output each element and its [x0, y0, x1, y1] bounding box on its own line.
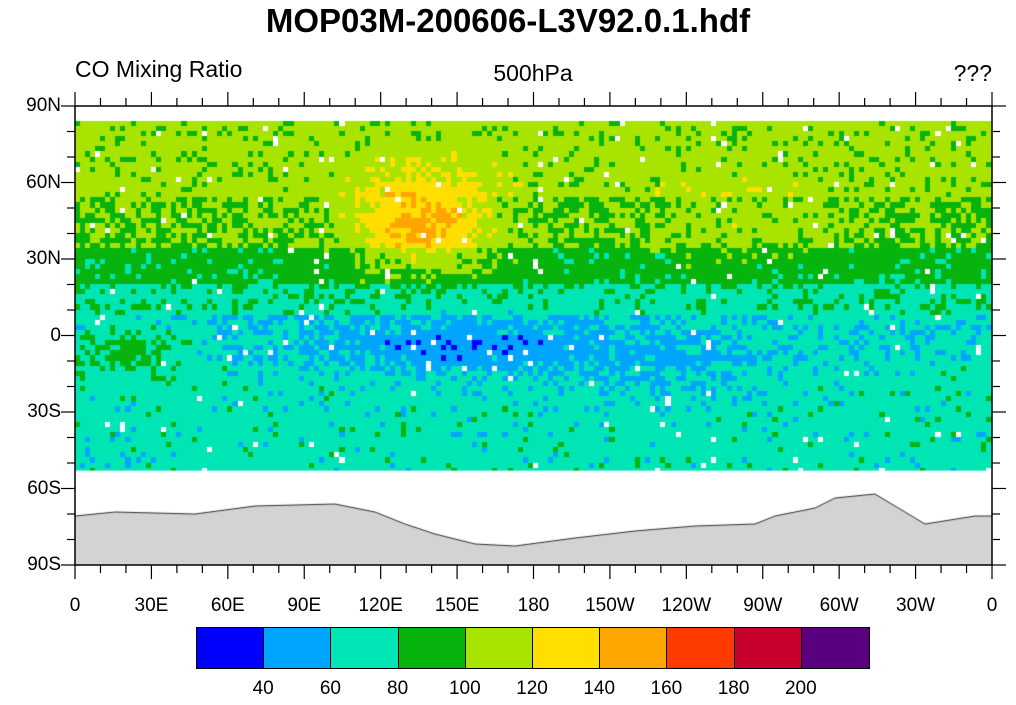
colorbar-swatch — [264, 628, 332, 668]
variable-label: CO Mixing Ratio — [75, 56, 243, 82]
plot-title: MOP03M-200606-L3V92.0.1.hdf — [265, 2, 751, 39]
lat-tick-label: 60N — [26, 171, 61, 193]
lon-tick-label: 30E — [134, 595, 169, 616]
lon-tick-label: 90E — [287, 595, 322, 616]
lat-tick-label: 30N — [26, 248, 61, 269]
colorbar-label: 180 — [717, 678, 750, 699]
lon-tick-label: 0 — [69, 595, 81, 616]
colorbar-label: 40 — [252, 678, 274, 699]
colorbar-label: 140 — [583, 678, 616, 699]
lat-tick-label: 90S — [27, 554, 61, 575]
lon-tick-label: 60E — [210, 595, 245, 616]
lat-tick-label: 30S — [27, 401, 61, 422]
lon-tick-label: 150E — [434, 595, 480, 616]
colorbar-swatch — [532, 628, 601, 668]
colorbar-swatch — [465, 628, 533, 668]
colorbar-label: 160 — [650, 678, 683, 699]
colorbar-label: 100 — [448, 678, 481, 699]
lat-tick-label: 0 — [50, 324, 61, 346]
lon-tick-label: 60W — [819, 595, 859, 616]
lat-tick-label: 90N — [26, 95, 61, 116]
colorbar-swatch — [600, 628, 668, 668]
colorbar-swatch — [398, 628, 466, 668]
lon-tick-label: 30W — [896, 595, 936, 616]
lat-tick-label: 60S — [27, 477, 61, 499]
colorbar-label: 80 — [387, 678, 409, 699]
colorbar — [196, 627, 870, 669]
colorbar-swatch — [331, 628, 399, 668]
lon-tick-label: 150W — [585, 595, 635, 616]
lon-tick-label: 90W — [743, 595, 783, 616]
lon-tick-label: 120E — [358, 595, 403, 616]
level-label: 500hPa — [493, 60, 573, 86]
co-mixing-ratio-map — [75, 106, 992, 565]
colorbar-label: 120 — [516, 678, 548, 699]
units-label: ??? — [953, 60, 992, 86]
lon-tick-label: 0 — [986, 595, 998, 616]
lon-tick-label: 120W — [661, 595, 712, 616]
plot-border — [74, 105, 993, 566]
lon-tick-label: 180 — [517, 595, 550, 616]
colorbar-label: 200 — [784, 678, 817, 699]
colorbar-swatch — [197, 628, 265, 668]
colorbar-label: 60 — [319, 678, 341, 699]
colorbar-swatch — [801, 628, 869, 668]
colorbar-swatch — [667, 628, 735, 668]
colorbar-swatch — [734, 628, 802, 668]
